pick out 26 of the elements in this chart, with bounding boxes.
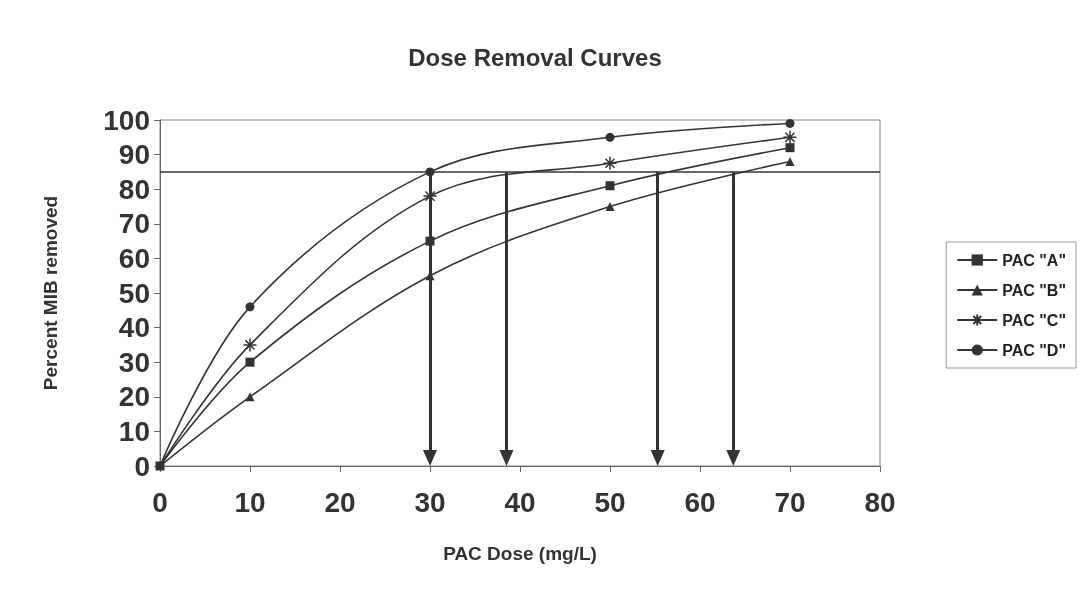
x-tick-label: 70 (774, 486, 806, 518)
y-axis-title: Percent MIB removed (40, 195, 61, 391)
legend-label: PAC "B" (1002, 281, 1066, 299)
legend-label: PAC "D" (1002, 341, 1066, 359)
x-tick-label: 60 (684, 486, 716, 518)
y-tick-label: 0 (134, 450, 150, 482)
x-tick-label: 30 (414, 486, 446, 518)
x-axis-title: PAC Dose (mg/L) (443, 543, 597, 564)
y-tick-label: 100 (103, 104, 150, 136)
y-tick-label: 50 (118, 277, 150, 309)
x-tick-label: 10 (234, 486, 266, 518)
y-tick-label: 70 (118, 208, 150, 240)
chart-title: Dose Removal Curves (408, 43, 662, 71)
y-tick-label: 60 (118, 242, 150, 274)
legend-label: PAC "C" (1002, 311, 1066, 329)
y-tick-label: 40 (118, 312, 150, 344)
legend-label: PAC "A" (1002, 251, 1066, 269)
x-tick-label: 50 (594, 486, 626, 518)
y-tick-label: 10 (118, 415, 150, 447)
y-tick-label: 90 (118, 139, 150, 171)
y-tick-label: 30 (118, 346, 150, 378)
x-tick-label: 40 (504, 486, 536, 518)
x-tick-label: 20 (324, 486, 356, 518)
y-tick-label: 20 (118, 381, 150, 413)
y-tick-label: 80 (118, 173, 150, 205)
x-tick-label: 80 (864, 486, 896, 518)
